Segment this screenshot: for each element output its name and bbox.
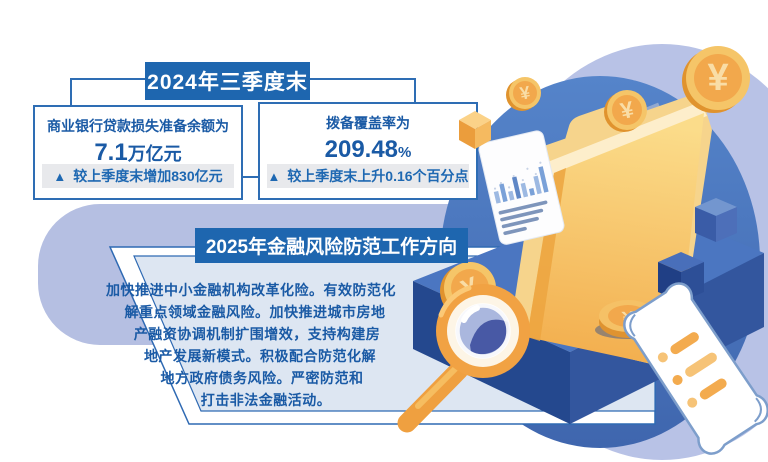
body-text-line: 地产发展新模式。积极配合防范化解 bbox=[144, 348, 376, 364]
yuan-symbol: ¥ bbox=[618, 96, 636, 124]
connector-line bbox=[414, 78, 416, 104]
connector-line bbox=[70, 78, 72, 107]
connector-line bbox=[243, 176, 258, 178]
body-text-line: 加快推进中小金融机构改革化险。有效防范化 bbox=[106, 282, 396, 298]
yuan-symbol: ¥ bbox=[707, 57, 728, 99]
coin-icon: ¥ bbox=[506, 77, 541, 111]
stat-value: 209.48% bbox=[324, 136, 412, 163]
cube-icon bbox=[459, 111, 491, 149]
stat-delta-band: ▲ 较上季度末上升0.16个百分点 bbox=[267, 164, 469, 188]
scroll-list-items bbox=[657, 332, 727, 408]
stat-delta-text: 较上季度末上升0.16个百分点 bbox=[287, 168, 469, 184]
body-text-line: 地方政府债务风险。严密防范和 bbox=[160, 370, 364, 386]
connector-line bbox=[308, 78, 416, 80]
mini-bar-chart bbox=[493, 166, 549, 204]
stat-label: 商业银行贷款损失准备余额为 bbox=[47, 118, 229, 134]
magnifier-icon bbox=[397, 284, 530, 433]
cube-icon bbox=[658, 252, 704, 302]
cube-icon bbox=[695, 198, 737, 242]
scroll-icon bbox=[623, 282, 768, 455]
yuan-symbol: ¥ bbox=[518, 82, 531, 103]
body-text-line: 解重点领域金融风险。加快推进城市房地 bbox=[124, 304, 386, 320]
stat-card-loan-loss-reserve: 商业银行贷款损失准备余额为 7.1万亿元 ▲ 较上季度末增加830亿元 bbox=[33, 105, 243, 200]
stat-delta-band: ▲ 较上季度末增加830亿元 bbox=[42, 164, 234, 188]
connector-line bbox=[70, 78, 147, 80]
section-2025-banner: 2025年金融风险防范工作方向 bbox=[195, 228, 468, 263]
up-triangle-icon: ▲ bbox=[53, 168, 67, 184]
section-2024-banner: 2024年三季度末 bbox=[145, 62, 310, 100]
coin-icon: ¥ bbox=[604, 90, 647, 132]
body-text-line: 打击非法金融活动。 bbox=[200, 392, 332, 408]
stat-unit: 万亿元 bbox=[127, 144, 182, 164]
stat-label: 拨备覆盖率为 bbox=[326, 115, 410, 131]
up-triangle-icon: ▲ bbox=[267, 168, 281, 184]
body-text-line: 产融资协调机制扩围增效，支持构建房 bbox=[133, 326, 381, 342]
stat-number: 209.48 bbox=[324, 136, 399, 163]
stat-unit: % bbox=[398, 144, 412, 161]
chart-card-icon bbox=[478, 130, 565, 245]
coin-icon: ¥ bbox=[682, 46, 750, 113]
stat-value: 7.1万亿元 bbox=[94, 139, 182, 166]
stat-number: 7.1 bbox=[94, 139, 128, 166]
stat-card-coverage-ratio: 拨备覆盖率为 209.48% ▲ 较上季度末上升0.16个百分点 bbox=[258, 102, 478, 200]
stat-delta-text: 较上季度末增加830亿元 bbox=[73, 168, 223, 184]
